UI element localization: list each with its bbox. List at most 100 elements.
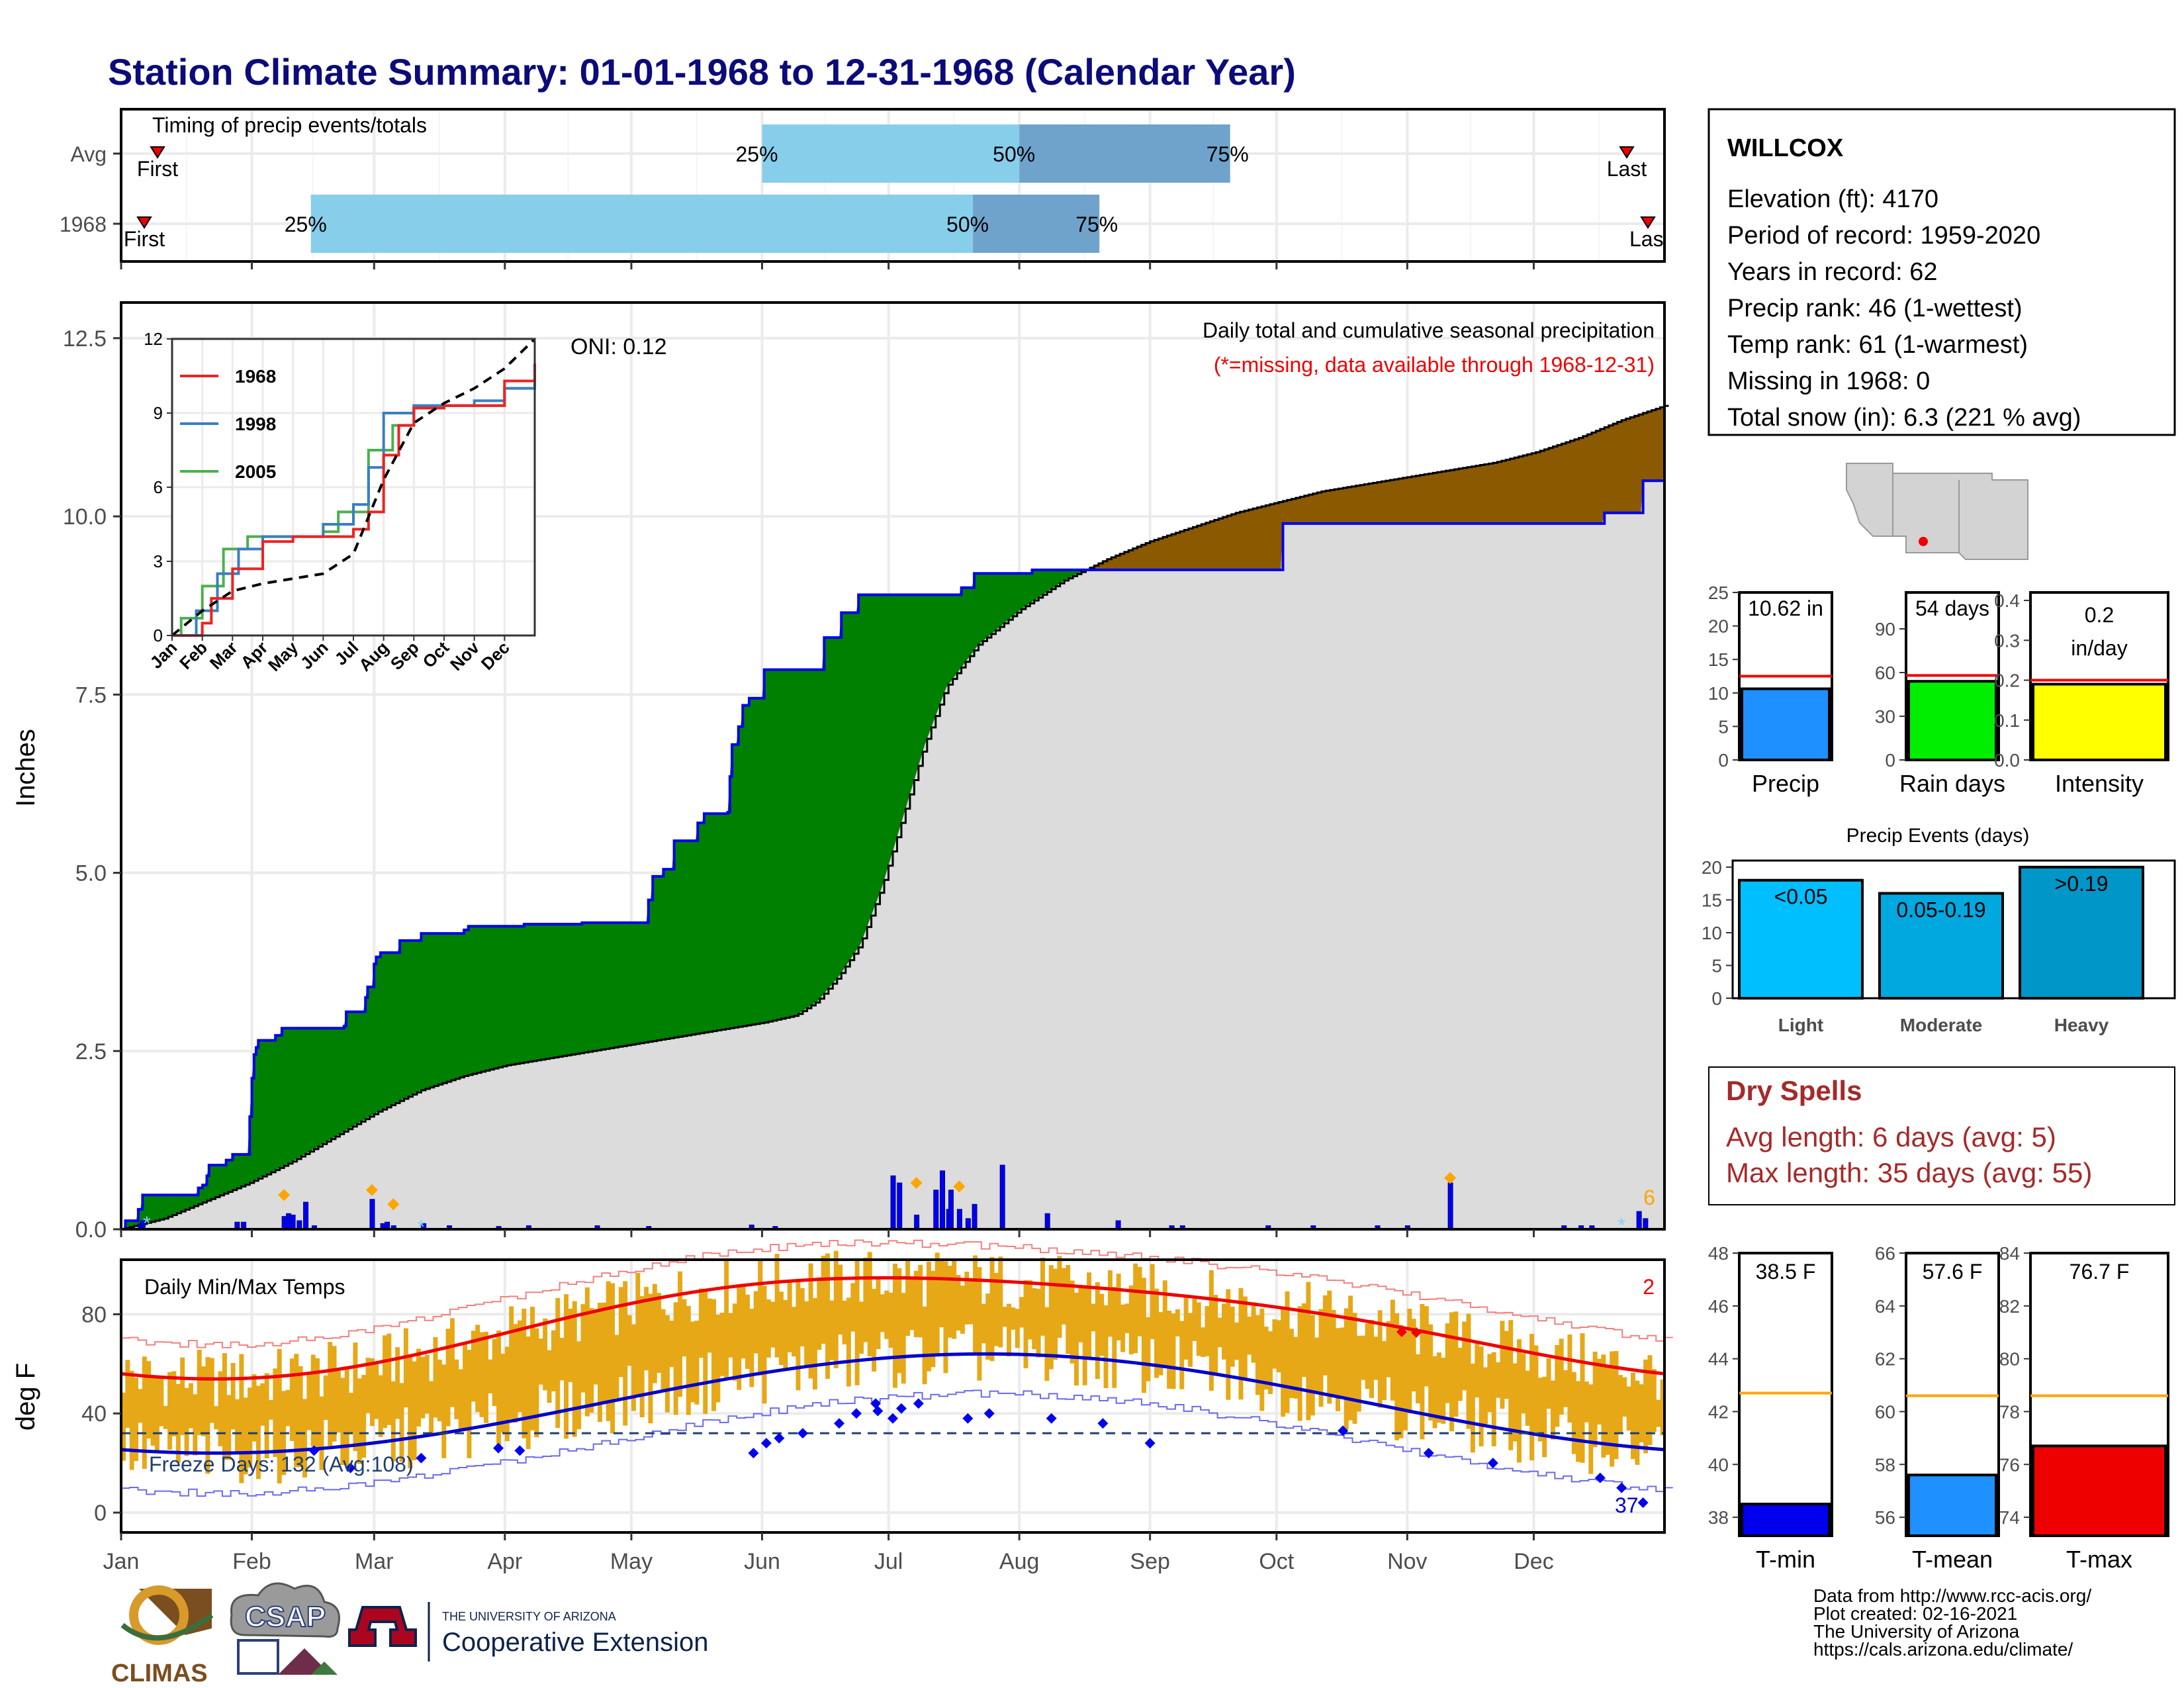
value-bar [1907,1474,1997,1537]
daily-temp-bar [1361,1335,1366,1380]
daily-temp-bar [728,1313,733,1358]
value-label: 38.5 F [1756,1260,1816,1284]
daily-temp-bar [1563,1370,1569,1407]
daily-temp-bar [956,1274,961,1331]
daily-temp-bar [1276,1320,1281,1373]
event-bar [1878,892,2004,1000]
daily-temp-bar [1407,1309,1412,1414]
daily-temp-bar [129,1370,134,1470]
daily-temp-bar [1369,1319,1374,1399]
dry-spells-avg: Avg length: 6 days (avg: 5) [1726,1121,2056,1152]
y-tick-label: 56 [1875,1507,1895,1528]
value-bar [1741,687,1831,762]
pct-label-75: 75% [1075,212,1118,236]
daily-temp-bar [1053,1268,1058,1360]
daily-temp-bar [1626,1386,1631,1431]
missing-asterisk: * [418,1217,426,1239]
daily-temp-bar [1491,1352,1496,1446]
daily-precip-bar [948,1190,954,1230]
daily-temp-bar [1656,1399,1661,1427]
daily-temp-bar [121,1392,126,1461]
precip-panel: * * * 6 Daily total and cumulative seasonal … [11,301,1669,1243]
daily-temp-bar [1268,1331,1273,1394]
daily-temp-bar [859,1301,864,1354]
month-label: Mar [355,1549,394,1574]
daily-temp-bar [1512,1363,1518,1442]
daily-temp-bar [719,1313,725,1376]
snow-marker [910,1177,923,1189]
daily-temp-bar [463,1342,468,1430]
event-category-label: Heavy [2054,1015,2109,1035]
record-low-marker [962,1413,974,1424]
daily-temp-bar [530,1307,535,1430]
daily-precip-bar [1636,1211,1642,1230]
timing-bar-50-75 [1019,124,1230,183]
precip-panel-title: Daily total and cumulative seasonal prec… [1203,318,1655,342]
daily-temp-bar [420,1356,426,1419]
daily-temp-bar [1078,1286,1083,1342]
daily-temp-bar [1124,1303,1130,1333]
y-tick-label: 10.0 [63,504,107,530]
daily-temp-bar [255,1385,261,1479]
daily-temp-bar [378,1375,383,1437]
daily-precip-bar [303,1201,309,1230]
daily-temp-bar [901,1293,906,1384]
daily-temp-bar [248,1387,253,1468]
y-tick-label: 2.5 [75,1039,107,1064]
daily-temp-bar [1365,1323,1370,1389]
inset-y-tick: 0 [154,626,163,645]
daily-precip-bar [290,1214,296,1230]
y-tick-label: 62 [1875,1349,1895,1370]
daily-temp-bar [694,1320,700,1405]
daily-temp-bar [631,1324,636,1411]
inset-y-tick: 12 [144,329,163,349]
daily-temp-bar [222,1353,227,1460]
last-label: Las [1629,227,1664,251]
value-label: 57.6 F [1923,1260,1983,1284]
station-name: WILLCOX [1727,134,1844,162]
record-low-marker [1616,1482,1627,1493]
first-label: First [124,227,165,251]
credit-line: https://cals.arizona.edu/climate/ [1813,1639,2073,1660]
daily-temp-bar [390,1381,396,1462]
y-tick-label: 20 [1702,857,1722,878]
daily-temp-bar [1146,1317,1151,1382]
daily-temp-bar [1356,1335,1361,1412]
daily-temp-bar [922,1306,927,1385]
y-tick-label: 66 [1875,1243,1895,1264]
daily-temp-bar [1242,1296,1248,1380]
daily-temp-bar [888,1292,893,1348]
event-category-label: Light [1778,1015,1823,1035]
daily-temp-bar [1449,1312,1455,1432]
daily-temp-bar [918,1264,923,1338]
daily-temp-bar [1445,1323,1450,1403]
daily-temp-bar [1019,1297,1024,1328]
x-axis-label: Intensity [2055,770,2144,797]
ua-cooperative-extension: Cooperative Extension [442,1628,708,1657]
daily-temp-bar [1099,1293,1105,1356]
daily-temp-bar [568,1308,573,1382]
daily-temp-bar [336,1370,341,1433]
daily-temp-bar [369,1358,375,1427]
daily-temp-bar [690,1321,696,1403]
daily-temp-bar [1091,1303,1096,1332]
daily-temp-bar [1310,1315,1315,1416]
csap-logo-text: CSAP [245,1601,326,1633]
daily-temp-bar [445,1329,451,1427]
cumulative-1968-line [121,473,1666,1231]
daily-temp-bar [387,1333,392,1425]
y-tick-label: 0 [1718,750,1729,771]
daily-temp-bar [1588,1384,1594,1474]
daily-temp-bar [703,1289,708,1414]
daily-temp-bar [125,1360,130,1428]
daily-precip-bar [965,1218,971,1230]
station-line: Years in record: 62 [1727,258,1938,286]
daily-temp-bar [1306,1282,1311,1421]
daily-temp-bar [618,1287,623,1378]
daily-temp-bar [214,1406,219,1430]
daily-temp-bar [332,1346,337,1442]
freeze-days-label: Freeze Days: 132 (Avg:108) [149,1452,414,1476]
daily-temp-bar [989,1256,995,1362]
daily-precip-bar [1447,1182,1453,1230]
